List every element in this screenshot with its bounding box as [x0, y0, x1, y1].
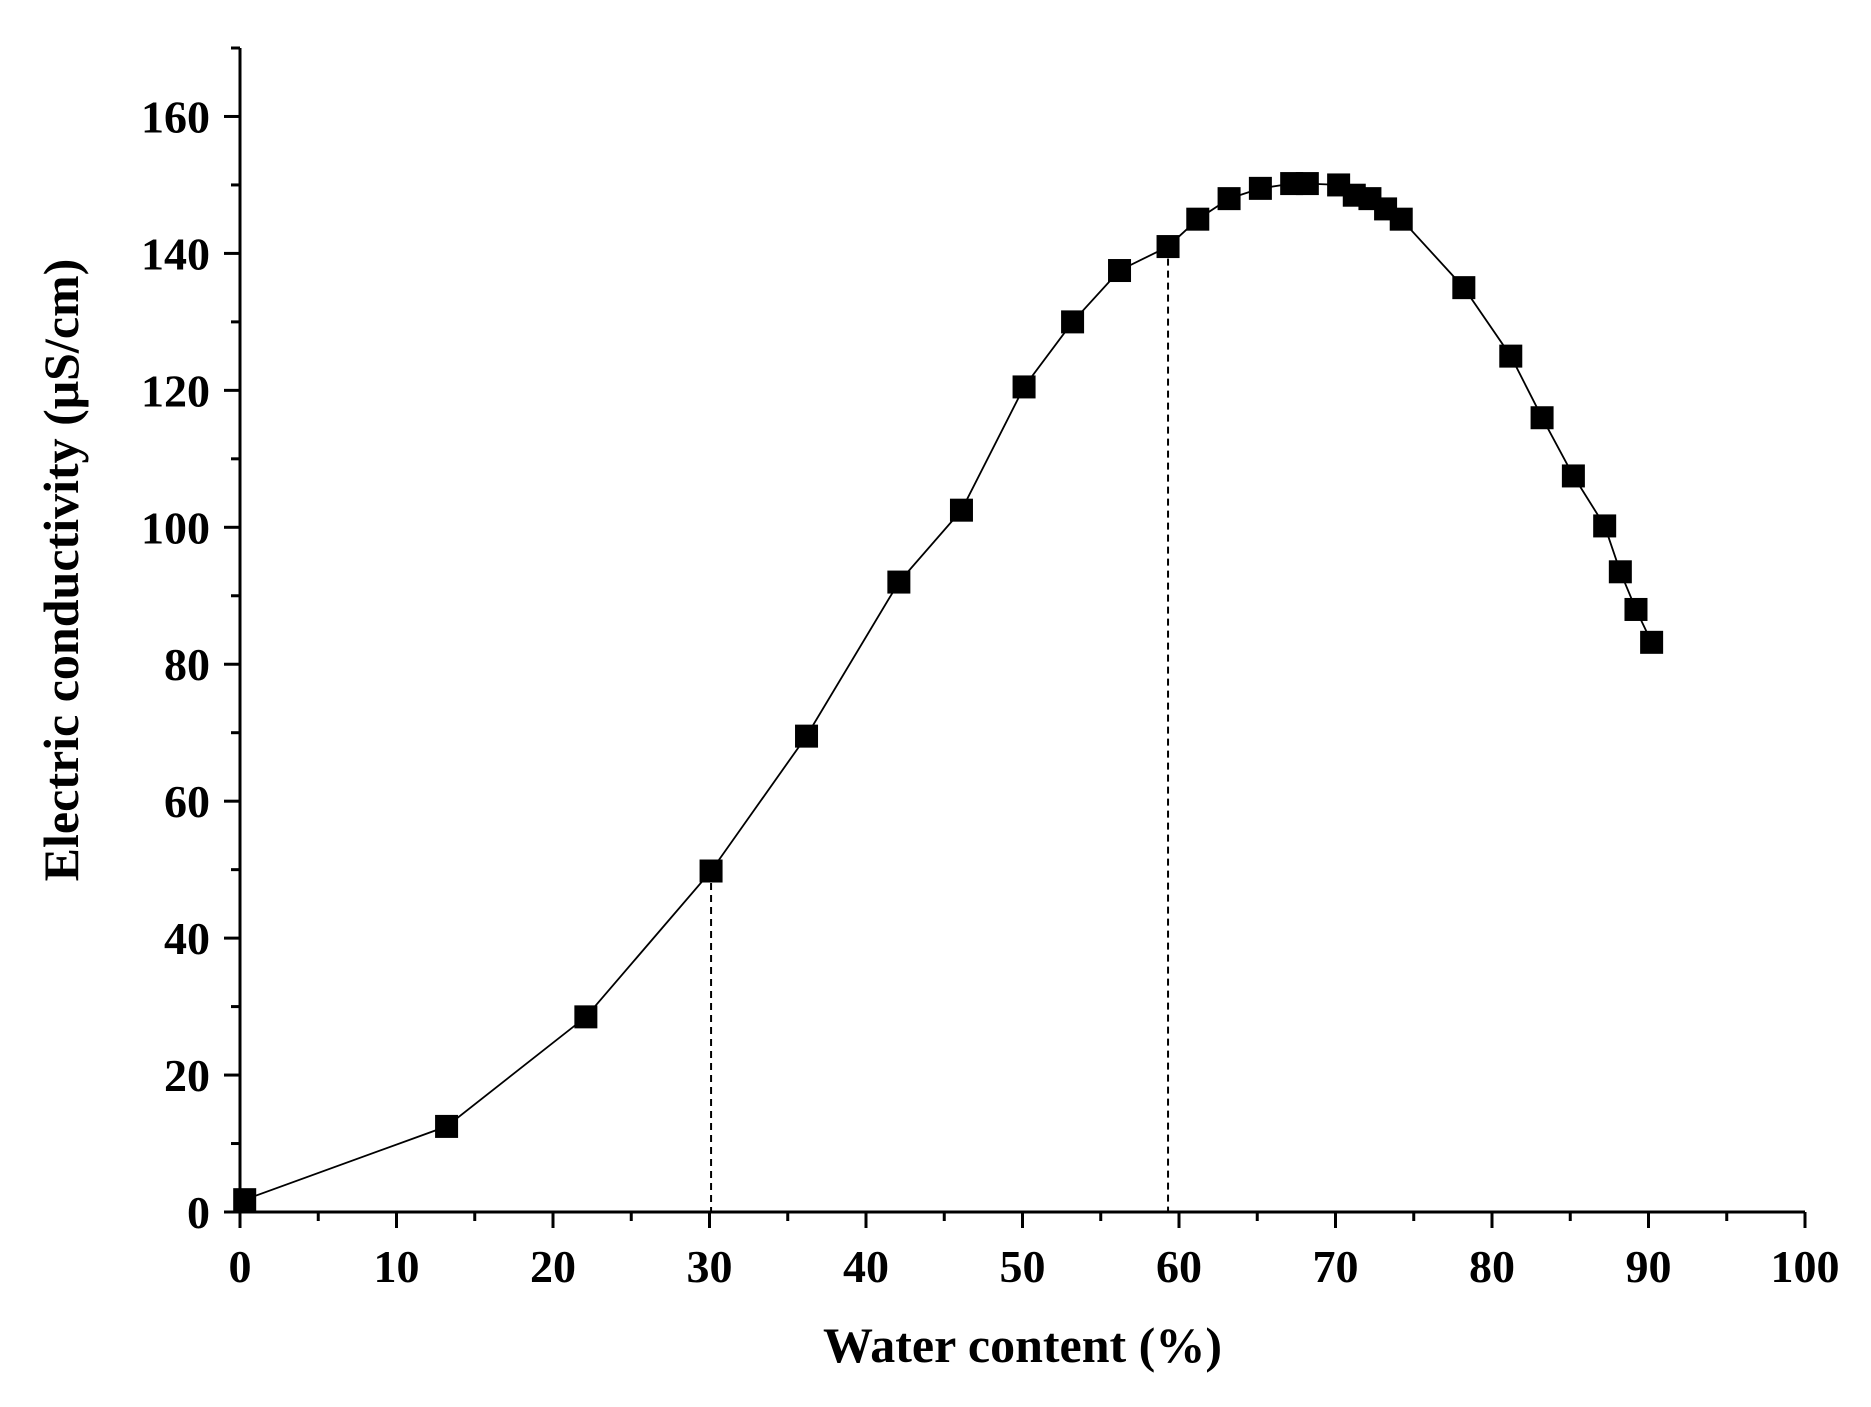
x-tick-label: 100	[1771, 1241, 1840, 1292]
y-tick-label: 80	[164, 639, 210, 690]
x-tick-label: 70	[1313, 1241, 1359, 1292]
data-point	[1561, 464, 1585, 488]
data-point	[1295, 172, 1319, 196]
data-point	[949, 498, 973, 522]
x-tick-label: 80	[1469, 1241, 1515, 1292]
data-point	[1608, 560, 1632, 584]
y-tick-label: 100	[141, 502, 210, 553]
y-tick-label: 60	[164, 776, 210, 827]
data-point	[1217, 187, 1241, 211]
y-tick-label: 140	[141, 228, 210, 279]
x-tick-label: 0	[229, 1241, 252, 1292]
data-point	[1108, 259, 1132, 283]
y-tick-label: 160	[141, 91, 210, 142]
data-point	[1012, 375, 1036, 399]
data-point	[1593, 514, 1617, 538]
data-point	[1452, 276, 1476, 300]
y-tick-label: 40	[164, 913, 210, 964]
data-point	[887, 570, 911, 594]
series-markers	[233, 172, 1664, 1212]
data-point	[795, 724, 819, 748]
y-axis-title: Electric conductivity (μS/cm)	[33, 259, 89, 882]
data-point	[1061, 310, 1085, 334]
data-point	[574, 1005, 598, 1029]
series-line-group	[244, 182, 1653, 1201]
x-tick-label: 20	[530, 1241, 576, 1292]
x-tick-label: 40	[843, 1241, 889, 1292]
data-point	[1186, 207, 1210, 231]
y-tick-label: 120	[141, 365, 210, 416]
x-tick-label: 50	[1000, 1241, 1046, 1292]
series-line	[244, 182, 1653, 1201]
data-point	[435, 1114, 459, 1138]
x-tick-label: 10	[374, 1241, 420, 1292]
axes: 0 10 20 30 40 50 60 70 80 90 100 0 20 40 60 80 100 120 140…	[141, 46, 1840, 1292]
y-tick-label: 20	[164, 1050, 210, 1101]
data-point	[1248, 176, 1272, 200]
data-point	[1640, 630, 1664, 654]
x-axis-title: Water content (%)	[823, 1317, 1222, 1373]
x-tick-label: 30	[687, 1241, 733, 1292]
x-tick-label: 60	[1156, 1241, 1202, 1292]
data-point	[1624, 597, 1648, 621]
data-point	[1156, 235, 1180, 259]
data-point	[1499, 344, 1523, 368]
data-point	[1389, 207, 1413, 231]
x-tick-label: 90	[1626, 1241, 1672, 1292]
reference-lines	[710, 246, 1170, 1212]
y-tick-label: 0	[187, 1187, 210, 1238]
data-point	[233, 1188, 257, 1212]
data-point	[699, 859, 723, 883]
data-point	[1530, 406, 1554, 430]
